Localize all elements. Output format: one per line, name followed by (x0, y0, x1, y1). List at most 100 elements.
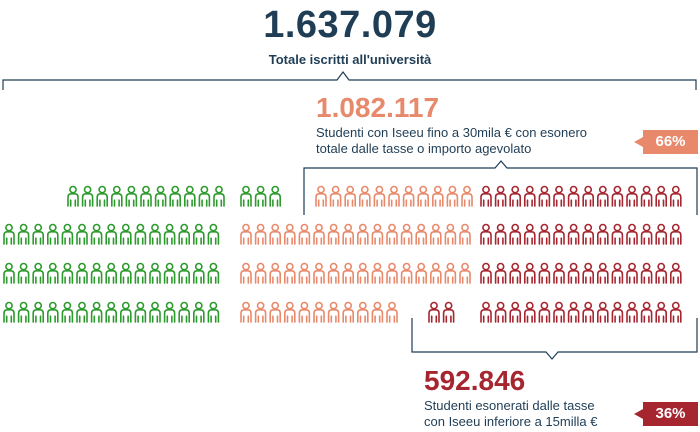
person-icon (356, 223, 369, 245)
person-icon (298, 301, 311, 323)
esonerati-label: Studenti esonerati dalle tasse con Iseeu… (424, 398, 654, 430)
person-icon (626, 223, 638, 245)
person-icon (149, 262, 161, 284)
person-icon (640, 301, 653, 323)
person-icon (371, 262, 384, 284)
person-icon (96, 185, 108, 207)
person-icon (269, 223, 282, 245)
total-value: 1.637.079 (263, 4, 437, 46)
person-icon (105, 301, 117, 323)
person-icon (459, 262, 471, 284)
person-icon (81, 185, 94, 207)
person-icon (358, 185, 371, 207)
person-icon (415, 262, 428, 284)
person-icon (90, 262, 103, 284)
person-icon (494, 301, 507, 323)
person-icon (313, 262, 325, 284)
person-icon (480, 223, 492, 245)
person-icon (669, 262, 682, 284)
person-icon (494, 262, 507, 284)
person-icon (76, 223, 88, 245)
person-icon (538, 301, 551, 323)
esonerati-label-line1: Studenti esonerati dalle tasse (424, 398, 595, 413)
person-icon (298, 223, 311, 245)
person-icon (313, 223, 325, 245)
person-icon (429, 262, 442, 284)
person-icon (254, 262, 267, 284)
person-icon (626, 185, 638, 207)
person-icon (386, 223, 398, 245)
person-icon (655, 262, 668, 284)
person-icon (417, 185, 430, 207)
person-icon (386, 262, 398, 284)
person-icon (213, 185, 225, 207)
person-icon (582, 262, 595, 284)
person-icon (538, 185, 551, 207)
person-icon (655, 223, 668, 245)
person-icon (90, 301, 103, 323)
person-icon (17, 223, 30, 245)
person-icon (3, 301, 15, 323)
person-icon (567, 301, 580, 323)
person-icon (61, 262, 74, 284)
person-icon (163, 223, 176, 245)
person-icon (207, 223, 220, 245)
person-icon (283, 223, 296, 245)
person-icon (444, 262, 457, 284)
esonerati-share-badge: 36% (634, 402, 698, 426)
person-icon (509, 223, 522, 245)
person-icon (327, 262, 340, 284)
person-icon (207, 262, 220, 284)
person-icon (342, 262, 355, 284)
person-icon (567, 262, 580, 284)
person-icon (193, 301, 205, 323)
esonerati-value: 592.846 (424, 365, 526, 396)
person-icon (111, 185, 123, 207)
person-icon (596, 185, 609, 207)
person-icon (523, 223, 536, 245)
person-icon (163, 301, 176, 323)
person-icon (429, 223, 442, 245)
person-icon (538, 262, 551, 284)
person-icon (269, 185, 282, 207)
person-icon (611, 185, 624, 207)
person-icon (342, 301, 355, 323)
person-icon (459, 223, 471, 245)
person-icon (431, 185, 444, 207)
person-icon (105, 262, 117, 284)
person-icon (207, 301, 220, 323)
person-icon (32, 223, 45, 245)
esonerati-brace (411, 318, 698, 360)
esonerati-label-line2: con Iseeu inferiore a 15milla € (424, 414, 598, 429)
person-icon (140, 185, 152, 207)
person-icon (582, 223, 595, 245)
person-icon (3, 223, 15, 245)
person-icon (669, 185, 682, 207)
person-icon (582, 185, 595, 207)
person-icon (400, 262, 413, 284)
person-icon (327, 223, 340, 245)
person-icon (163, 262, 176, 284)
person-icon (269, 301, 282, 323)
total-brace (2, 71, 697, 90)
person-icon (553, 262, 565, 284)
person-icon (523, 185, 536, 207)
person-icon (90, 223, 103, 245)
person-icon (655, 301, 668, 323)
person-icon (313, 301, 325, 323)
person-icon (523, 262, 536, 284)
person-icon (386, 301, 398, 323)
person-icon (17, 262, 30, 284)
person-icon (134, 262, 147, 284)
person-icon (283, 262, 296, 284)
person-icon (240, 262, 252, 284)
person-icon (254, 223, 267, 245)
person-icon (373, 185, 386, 207)
person-icon (193, 223, 205, 245)
person-icon (61, 301, 74, 323)
agevolati-label-line1: Studenti con Iseeu fino a 30mila € con e… (316, 125, 588, 140)
person-icon (669, 301, 682, 323)
person-icon (315, 185, 327, 207)
person-icon (480, 262, 492, 284)
person-icon (269, 262, 282, 284)
